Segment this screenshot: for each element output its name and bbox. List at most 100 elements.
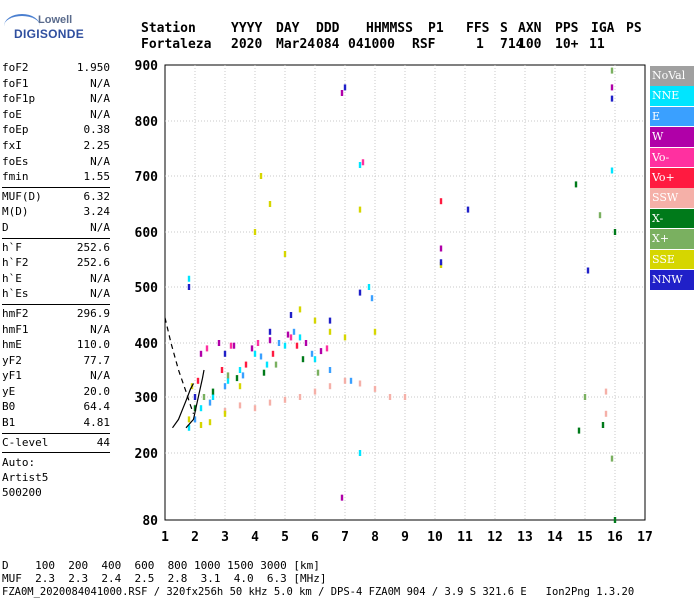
echo-point-sse <box>328 328 332 335</box>
echo-point-e <box>223 383 227 390</box>
param-row: fmin 1.55 <box>2 170 110 186</box>
param-value: 0.38 <box>83 123 111 137</box>
param-row: foEs N/A <box>2 155 110 171</box>
param-row: yF2 77.7 <box>2 354 110 370</box>
param-row: h`F2 252.6 <box>2 256 110 272</box>
header-label-10: IGA <box>591 21 615 36</box>
param-value: 252.6 <box>76 256 110 270</box>
x-tick-label: 12 <box>487 530 503 545</box>
param-row: foF1p N/A <box>2 92 110 108</box>
param-name: h`F <box>2 240 22 254</box>
param-separator <box>2 432 110 434</box>
muf-distance-row: D 100 200 400 600 800 1000 1500 3000 [km… <box>2 559 320 572</box>
echo-point-sse <box>238 383 242 390</box>
echo-point-e <box>328 367 332 373</box>
param-row: C-level 44 <box>2 436 110 452</box>
param-name: yF1 <box>2 369 22 383</box>
x-tick-label: 16 <box>607 530 623 545</box>
param-value: 252.6 <box>76 240 110 254</box>
param-separator <box>2 303 110 305</box>
echo-point-ssw <box>343 377 347 384</box>
echo-point-vo <box>439 198 443 205</box>
x-tick-label: 11 <box>457 530 473 545</box>
param-value: 20.0 <box>83 384 111 398</box>
param-separator <box>2 186 110 188</box>
echo-point-sse <box>208 419 212 426</box>
x-tick-label: 2 <box>191 530 199 545</box>
header-value-7: 714 <box>500 37 524 52</box>
param-name: foF1p <box>2 92 36 106</box>
param-value: 6.32 <box>83 189 111 203</box>
echo-point-nne <box>211 394 215 400</box>
footer-file-info: FZA0M_2020084041000.RSF / 320fx256h 50 k… <box>2 586 635 598</box>
header-label-9: PPS <box>555 21 579 36</box>
y-tick-label: 600 <box>135 226 159 241</box>
echo-point-nnw <box>289 312 293 318</box>
echo-point-e <box>259 353 263 360</box>
echo-point-ssw <box>268 399 272 406</box>
echo-point-w <box>268 337 272 344</box>
param-name: h`E <box>2 271 22 285</box>
echo-point-sse <box>187 416 191 423</box>
header-label-8: AXN <box>518 21 542 36</box>
param-name: hmF2 <box>2 306 29 320</box>
echo-point-ssw <box>358 380 362 387</box>
echo-point-nne <box>367 284 371 290</box>
echo-point-ssw <box>604 410 608 417</box>
echo-point-nnw <box>343 84 347 91</box>
param-row: h`Es N/A <box>2 287 110 303</box>
x-tick-label: 9 <box>401 530 409 545</box>
echo-point-nne <box>265 361 269 368</box>
echo-point-nne <box>313 356 317 363</box>
echo-point-x <box>610 67 614 74</box>
param-name: foEs <box>2 154 29 168</box>
echo-point-x <box>193 405 197 412</box>
header-value-0: Fortaleza <box>141 37 212 52</box>
legend-item-nne: NNE <box>650 86 694 106</box>
echo-point-vo <box>289 334 293 341</box>
param-value: 296.9 <box>76 306 110 320</box>
x-tick-label: 1 <box>161 530 169 545</box>
echo-point-nne <box>187 424 191 431</box>
legend-item-sse: SSE <box>650 249 694 270</box>
param-row: foE N/A <box>2 108 110 124</box>
param-value: 1.55 <box>83 170 111 184</box>
echo-point-nnw <box>439 259 443 266</box>
param-value: N/A <box>90 322 110 336</box>
echo-point-e <box>292 328 296 335</box>
param-name: yE <box>2 384 16 398</box>
echo-point-x <box>211 388 215 395</box>
echo-point-w <box>439 245 443 252</box>
echo-point-nnw <box>223 350 227 357</box>
x-tick-label: 7 <box>341 530 349 545</box>
echo-point-vo <box>196 377 200 384</box>
x-tick-label: 5 <box>281 530 289 545</box>
param-row: M(D) 3.24 <box>2 205 110 221</box>
echo-point-vo <box>361 159 365 166</box>
param-value: 2.25 <box>83 138 111 152</box>
echo-point-nne <box>253 350 257 357</box>
echo-point-sse <box>268 201 272 207</box>
echo-point-w <box>340 494 344 501</box>
logo-lowell: Lowell <box>38 14 73 26</box>
param-row: h`E N/A <box>2 272 110 288</box>
echo-point-e <box>370 295 374 302</box>
header-value-4: 041000 <box>348 37 395 52</box>
echo-point-x <box>274 361 278 368</box>
echo-point-x <box>226 372 230 379</box>
y-tick-label: 800 <box>135 115 159 130</box>
logo-arc-icon <box>4 14 40 38</box>
echo-point-vo <box>295 342 299 349</box>
echo-point-vo <box>325 345 329 352</box>
header-value-10: 11 <box>589 37 605 52</box>
echo-point-nne <box>298 334 302 341</box>
legend-item-noval: NoVal <box>650 66 694 86</box>
param-row: hmE 110.0 <box>2 338 110 354</box>
echo-point-sse <box>199 422 203 428</box>
header-value-5: RSF <box>412 37 436 52</box>
echo-point-x <box>613 517 617 523</box>
param-row: D N/A <box>2 221 110 237</box>
echo-point-x <box>613 229 617 235</box>
legend: NoVal NNE E W Vo- Vo+ SSW X- X+ SSE NNW <box>650 66 694 290</box>
